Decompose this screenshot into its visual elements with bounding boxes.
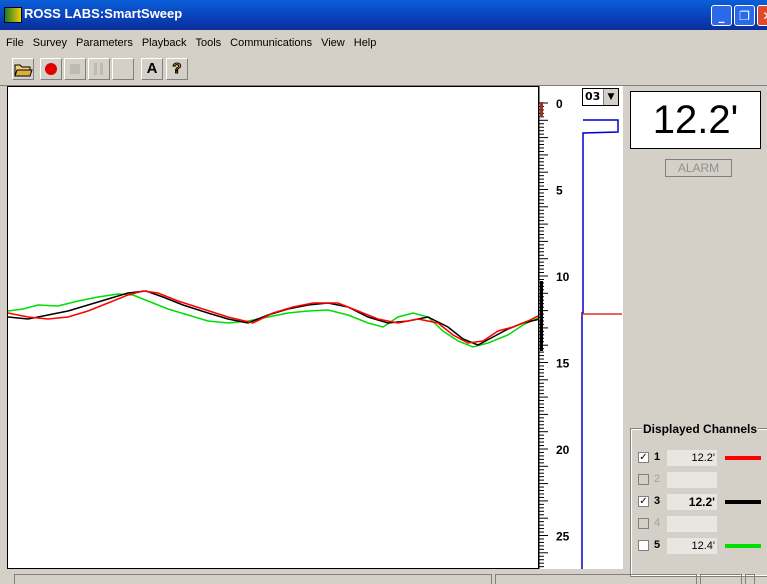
scan-view	[578, 86, 623, 569]
channel-2-depth	[667, 472, 717, 488]
scan-trace	[581, 119, 622, 569]
channel-5-color-swatch	[725, 544, 761, 548]
stop-icon	[70, 64, 80, 74]
ruler-label: 0	[556, 97, 563, 111]
channel-5-checkbox[interactable]	[638, 540, 649, 551]
channel-2-checkbox[interactable]	[638, 474, 649, 485]
menu-help[interactable]: Help	[353, 37, 377, 49]
open-folder-button[interactable]	[12, 58, 34, 80]
pause-icon	[94, 63, 103, 75]
maximize-icon[interactable]: ❐	[734, 5, 755, 26]
channel-3-depth: 12.2'	[667, 494, 717, 510]
channel-3-number: 3	[654, 495, 661, 507]
menu-tools[interactable]: Tools	[195, 37, 222, 49]
stop-button[interactable]	[64, 58, 86, 80]
channel-3-color-swatch	[725, 500, 761, 504]
help-icon: ?	[172, 60, 182, 78]
status-panel-4	[745, 574, 755, 584]
open-folder-icon	[14, 64, 33, 77]
ruler-label: 10	[556, 270, 570, 284]
channel-row-1[interactable]: ✓ 1 12.2'	[637, 449, 767, 469]
channel-row-2[interactable]: 2	[637, 471, 767, 491]
channel-row-4[interactable]: 4	[637, 515, 767, 535]
font-button[interactable]: A	[141, 58, 163, 80]
ruler-label: 15	[556, 357, 570, 371]
displayed-channels-title: Displayed Channels	[642, 422, 759, 436]
ruler-depth-range	[540, 281, 543, 351]
channel-1-trace	[8, 290, 538, 344]
help-button[interactable]: ?	[166, 58, 188, 80]
sweep-plot[interactable]	[7, 86, 539, 569]
ruler-label: 25	[556, 530, 570, 544]
channel-5-number: 5	[654, 539, 661, 551]
depth-readout: 12.2'	[630, 91, 761, 149]
status-panel-2	[495, 574, 697, 584]
minimize-icon[interactable]: _	[711, 5, 732, 26]
pause-button[interactable]	[88, 58, 110, 80]
menu-survey[interactable]: Survey	[32, 37, 67, 49]
channel-1-checkbox[interactable]: ✓	[638, 452, 649, 463]
menu-view[interactable]: View	[321, 37, 345, 49]
status-panel-main	[14, 574, 492, 584]
scan-trace-blue	[581, 119, 619, 569]
app-icon	[4, 7, 22, 23]
toolbar: A ?	[0, 55, 767, 86]
ruler-label: 20	[556, 443, 570, 457]
channel-1-color-swatch	[725, 456, 761, 460]
blank-button[interactable]	[112, 58, 134, 80]
chevron-down-icon[interactable]: ▼	[603, 89, 618, 105]
record-button[interactable]	[40, 58, 62, 80]
alarm-indicator: ALARM	[665, 159, 732, 177]
record-icon	[45, 63, 57, 75]
ruler-surface-marker	[540, 102, 543, 116]
menu-parameters[interactable]: Parameters	[75, 37, 133, 49]
channel-5-depth: 12.4'	[667, 538, 717, 554]
channel-4-number: 4	[654, 517, 661, 529]
channel-3-checkbox[interactable]: ✓	[638, 496, 649, 507]
menu-file[interactable]: File	[6, 37, 24, 49]
status-panel-3	[700, 574, 742, 584]
status-bar	[0, 572, 767, 584]
channel-row-3[interactable]: ✓ 3 12.2'	[637, 493, 767, 513]
channel-select-value: 03	[585, 90, 601, 103]
channel-2-number: 2	[654, 473, 661, 485]
channel-5-trace	[8, 293, 538, 348]
depth-ruler: 0 5 10 15 20 25	[539, 86, 578, 569]
depth-scale: 0 5 10 15 20 25	[539, 86, 570, 569]
menu-playback[interactable]: Playback	[141, 37, 187, 49]
window-title: ROSS LABS:SmartSweep	[24, 6, 183, 21]
channel-4-checkbox[interactable]	[638, 518, 649, 529]
title-bar: ROSS LABS:SmartSweep _ ❐ ✕	[0, 0, 767, 30]
channel-select[interactable]: 03 ▼	[582, 88, 619, 106]
channel-1-number: 1	[654, 451, 661, 463]
channel-1-depth: 12.2'	[667, 450, 717, 466]
close-icon[interactable]: ✕	[757, 5, 767, 26]
menu-bar: File Survey Parameters Playback Tools Communi…	[0, 35, 767, 53]
channel-row-5[interactable]: 5 12.4'	[637, 537, 767, 557]
ruler-label: 5	[556, 184, 563, 198]
displayed-channels-panel: Displayed Channels ✓ 1 12.2' 2 ✓ 3 12.2'…	[630, 422, 767, 577]
sweep-traces	[8, 290, 538, 348]
menu-communications[interactable]: Communications	[230, 37, 313, 49]
trace-group	[8, 290, 538, 348]
channel-4-depth	[667, 516, 717, 532]
